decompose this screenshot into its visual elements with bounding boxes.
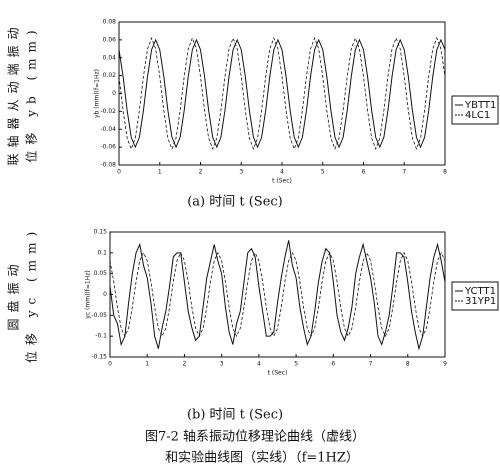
x-tick-label: 3 (239, 169, 243, 176)
y-tick-label: -0.05 (91, 312, 107, 319)
series-line (109, 240, 446, 351)
y-tick-label: 0 (103, 291, 107, 298)
caption: (a) 时间 t (Sec) (187, 195, 283, 210)
caption: (b) 时间 t (Sec) (187, 408, 283, 423)
y-tick-label: 0.05 (94, 270, 108, 277)
y-tick-label: -0.1 (95, 333, 107, 340)
side-label: 位移 yb (mm) (24, 24, 39, 162)
y-tick-label: -0.15 (91, 354, 107, 361)
x-tick-label: 9 (443, 361, 447, 368)
y-tick-label: -0.02 (100, 108, 116, 115)
y-tick-label: -0.08 (100, 162, 116, 169)
figure-caption: 和实验曲线图（实线）（f=1HZ） (165, 450, 359, 466)
series-line (118, 38, 446, 149)
y-tick-label: 0 (112, 90, 116, 97)
x-tick-label: 2 (183, 361, 187, 368)
x-axis-label: t (Sec) (272, 178, 292, 185)
y-axis-label: yb (mm)(f=1Hz) (94, 69, 101, 118)
side-label: 位移 yc (mm) (24, 226, 39, 363)
legend-box (451, 281, 499, 311)
y-tick-label: 0.04 (103, 54, 117, 61)
legend-label: 4LC1 (465, 110, 490, 121)
x-tick-label: 8 (406, 361, 410, 368)
x-tick-label: 8 (443, 169, 447, 176)
legend-label: YBTT1 (464, 100, 496, 111)
x-tick-label: 4 (280, 169, 284, 176)
y-tick-label: 0.02 (103, 72, 117, 79)
y-axis-label: yc (mm)(f=1Hz) (85, 270, 92, 318)
x-tick-label: 5 (321, 169, 325, 176)
y-tick-label: -0.04 (100, 126, 116, 133)
y-tick-label: -0.06 (100, 144, 116, 151)
side-label: 联轴器从动端振动 (6, 21, 21, 165)
legend-label: 31YP1 (465, 296, 496, 307)
y-tick-label: 0.08 (103, 19, 117, 26)
x-tick-label: 1 (158, 169, 162, 176)
series-line (109, 251, 446, 338)
legend-box (451, 95, 499, 125)
series-line (118, 36, 446, 151)
x-tick-label: 0 (108, 361, 112, 368)
side-label: 圆盘振动 (6, 258, 21, 330)
x-tick-label: 1 (145, 361, 149, 368)
x-tick-label: 3 (220, 361, 224, 368)
figure-caption: 图7-2 轴系振动位移理论曲线（虚线） (145, 430, 365, 445)
x-tick-label: 4 (257, 361, 261, 368)
x-tick-label: 7 (369, 361, 373, 368)
x-tick-label: 5 (294, 361, 298, 368)
x-axis-label: t (Sec) (268, 370, 288, 377)
x-tick-label: 6 (362, 169, 366, 176)
x-tick-label: 6 (331, 361, 335, 368)
y-tick-label: 0.06 (103, 36, 117, 43)
y-tick-label: 0.15 (94, 229, 108, 236)
x-tick-label: 2 (199, 169, 203, 176)
y-tick-label: 0.1 (97, 249, 107, 256)
x-tick-label: 0 (117, 169, 121, 176)
legend-label: YCTT1 (464, 286, 496, 297)
x-tick-label: 7 (402, 169, 406, 176)
plot-frame (118, 21, 446, 166)
